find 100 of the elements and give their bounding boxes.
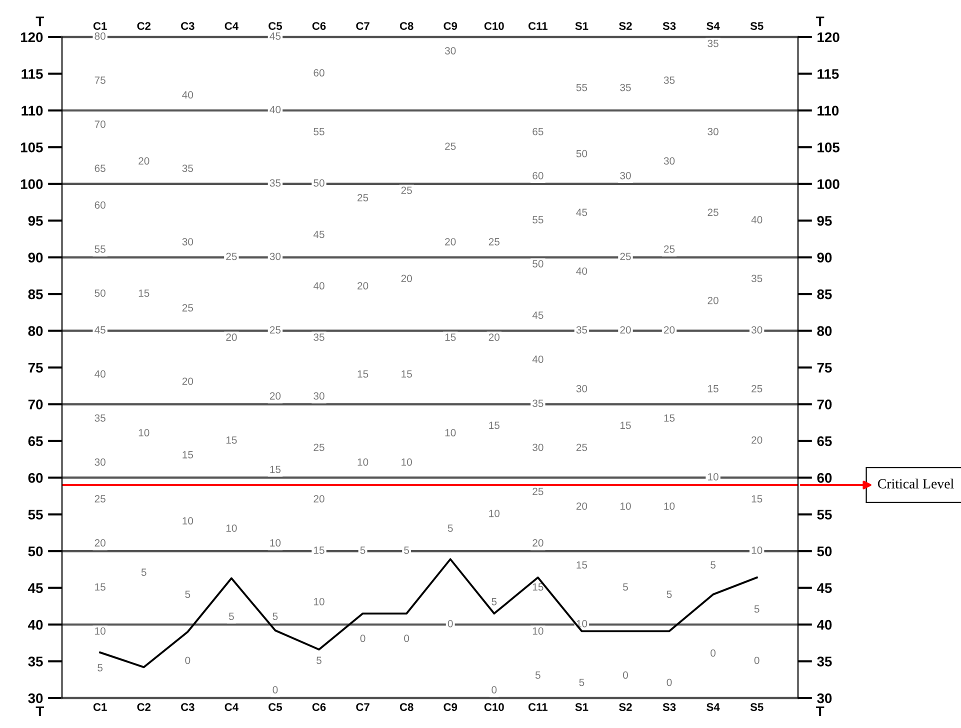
x-tick-label: C9 [444, 703, 458, 712]
annotation: 45 [576, 208, 588, 216]
annotation: 25 [358, 194, 368, 202]
annotation: 30 [182, 238, 194, 246]
annotation: 55 [532, 216, 544, 224]
x-tick-label: S4 [706, 703, 720, 712]
annotation: 25 [664, 245, 675, 253]
annotation: 5 [141, 568, 146, 576]
annotation: 15 [532, 583, 544, 591]
annotation: 70 [94, 120, 106, 128]
annotation: 60 [314, 69, 324, 77]
annotation: 25 [226, 252, 237, 260]
annotation: 5 [185, 590, 190, 598]
category-label: S5 [750, 22, 764, 30]
annotation: 25 [488, 238, 500, 246]
annotation: 35 [620, 84, 631, 92]
annotation: 40 [751, 216, 762, 224]
x-tick-label: C10 [484, 703, 504, 712]
annotation: 15 [182, 451, 194, 458]
annotation: 20 [620, 326, 631, 334]
annotation: 20 [401, 274, 412, 282]
y-axis-title: T [36, 706, 44, 716]
annotation: 25 [270, 326, 281, 334]
annotation: 60 [532, 172, 544, 180]
y-tick-label: 60 [28, 473, 43, 483]
x-tick-label: S2 [619, 703, 632, 712]
annotation: 10 [182, 517, 194, 525]
annotation: 5 [710, 561, 716, 569]
annotation: 20 [445, 238, 456, 246]
annotation: 0 [404, 634, 410, 642]
text: T [816, 16, 824, 26]
category-label: C2 [137, 22, 151, 30]
x-tick-label: S3 [662, 703, 676, 712]
y-tick-label: 95 [28, 216, 43, 226]
annotation: 25 [314, 444, 324, 452]
annotation: 5 [448, 524, 453, 532]
annotation: 10 [95, 627, 106, 635]
category-label: C6 [312, 22, 326, 30]
annotation: 55 [314, 128, 324, 136]
annotation: 50 [314, 179, 324, 187]
category-label: C8 [400, 22, 414, 30]
y2-tick-label: 100 [818, 179, 840, 190]
annotation: 15 [752, 495, 762, 502]
category-label: C1 [93, 22, 107, 30]
annotation: 15 [445, 334, 456, 341]
annotation: 20 [708, 296, 718, 304]
annotation: 35 [708, 40, 718, 48]
annotation: 50 [532, 260, 544, 268]
annotation: 15 [270, 466, 281, 474]
annotation: 35 [94, 414, 106, 422]
annotation: 10 [664, 502, 675, 510]
annotation: 30 [94, 458, 106, 466]
annotation: 20 [182, 378, 194, 385]
annotation: 60 [94, 201, 106, 209]
y2-tick-label: 50 [817, 546, 832, 556]
y2-tick-label: 45 [816, 583, 832, 594]
category-label: C11 [528, 22, 548, 30]
annotation: 10 [708, 473, 718, 480]
y-tick-label: 90 [28, 252, 43, 263]
category-label: C3 [181, 22, 194, 30]
annotation: 10 [402, 458, 412, 466]
category-label: C9 [444, 22, 458, 30]
category-label: S4 [706, 22, 720, 30]
annotation: 5 [272, 612, 278, 620]
annotation: 0 [492, 686, 497, 694]
category-label: C7 [356, 22, 370, 30]
annotation: 5 [666, 590, 672, 598]
annotation: 80 [94, 32, 106, 40]
annotation: 10 [270, 539, 281, 547]
x-tick-label: C3 [181, 703, 194, 712]
y2-tick-label: 110 [818, 106, 839, 116]
annotation: 5 [360, 546, 366, 554]
annotation: 5 [579, 678, 584, 686]
annotation: 10 [226, 524, 237, 532]
annotation: 25 [708, 208, 718, 216]
annotation: 75 [94, 76, 106, 84]
annotation: 35 [270, 179, 281, 187]
annotation: 10 [314, 598, 324, 606]
y-tick-label: 100 [20, 179, 43, 190]
y-tick-label: 45 [28, 583, 43, 594]
annotation: 20 [314, 495, 324, 502]
annotation: 30 [314, 392, 324, 400]
annotation: 30 [576, 384, 588, 392]
annotation: 15 [314, 546, 324, 554]
x-tick-label: C6 [312, 703, 326, 712]
y-tick-label: 110 [22, 106, 43, 116]
annotation: 15 [708, 385, 718, 392]
annotation: 10 [358, 458, 368, 466]
x-tick-label: C7 [356, 703, 370, 712]
annotation: 40 [270, 106, 281, 114]
y-tick-label: 35 [28, 656, 43, 666]
y-tick-label: 70 [28, 400, 43, 410]
annotation: 30 [620, 172, 631, 180]
annotation: 25 [182, 304, 194, 312]
annotation: 45 [313, 230, 324, 238]
x-tick-label: C11 [528, 703, 548, 712]
annotation: 15 [576, 561, 588, 569]
annotation: 15 [664, 414, 675, 422]
y-tick-label: 65 [28, 436, 43, 446]
y-tick-label: 55 [28, 510, 43, 520]
